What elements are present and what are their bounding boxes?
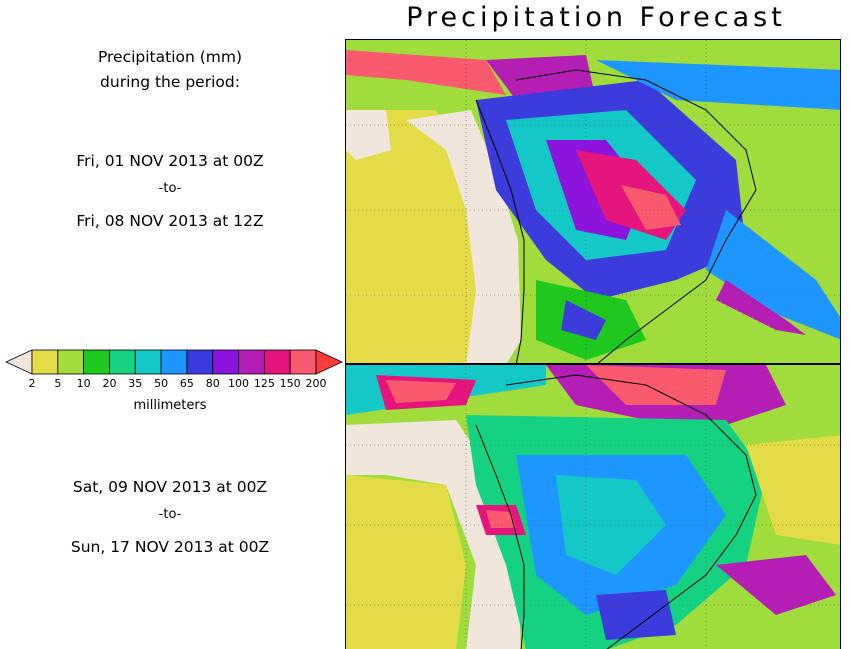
colorbar-swatch	[160, 349, 188, 375]
colorbar-arrow-high	[315, 349, 343, 375]
map-panel-period2	[345, 364, 841, 649]
colorbar-swatch	[263, 349, 291, 375]
colorbar-tick-label: 2	[29, 377, 36, 390]
precipitation-colorbar: 2 5 10 20 35 50 65 80 100 125 150 200	[5, 349, 343, 390]
colorbar-tick-label: 50	[154, 377, 168, 390]
colorbar-tick-label: 200	[306, 377, 327, 390]
legend-heading-line2: during the period:	[100, 73, 240, 91]
colorbar-tick-label: 150	[280, 377, 301, 390]
colorbar-swatch	[186, 349, 214, 375]
colorbar-swatch	[31, 349, 59, 375]
colorbar-tick-label: 35	[128, 377, 142, 390]
period1-start: Fri, 01 NOV 2013 at 00Z	[76, 152, 264, 170]
colorbar-tick-label: 65	[180, 377, 194, 390]
map-title: Precipitation Forecast	[406, 2, 786, 33]
colorbar-tick-label: 10	[77, 377, 91, 390]
period2-end: Sun, 17 NOV 2013 at 00Z	[70, 538, 270, 556]
map-panel-period1	[345, 39, 841, 364]
colorbar-swatch	[83, 349, 110, 375]
colorbar-swatch	[289, 349, 317, 375]
colorbar-swatch	[109, 349, 136, 375]
colorbar-swatch	[57, 349, 85, 375]
colorbar-arrow-low	[5, 349, 33, 375]
colorbar-swatch	[238, 349, 265, 375]
period1-separator: -to-	[158, 181, 182, 196]
legend-heading-line1: Precipitation (mm)	[97, 48, 243, 66]
colorbar-tick-label: 20	[102, 377, 116, 390]
colorbar-swatch	[134, 349, 162, 375]
colorbar-units: millimeters	[133, 398, 207, 413]
period1-end: Fri, 08 NOV 2013 at 12Z	[76, 212, 264, 230]
period2-start: Sat, 09 NOV 2013 at 00Z	[72, 478, 268, 496]
colorbar-tick-label: 100	[228, 377, 249, 390]
colorbar-tick-label: 5	[54, 377, 61, 390]
colorbar-swatch	[212, 349, 239, 375]
colorbar-tick-label: 80	[206, 377, 220, 390]
period2-separator: -to-	[158, 507, 182, 522]
colorbar-tick-label: 125	[254, 377, 275, 390]
